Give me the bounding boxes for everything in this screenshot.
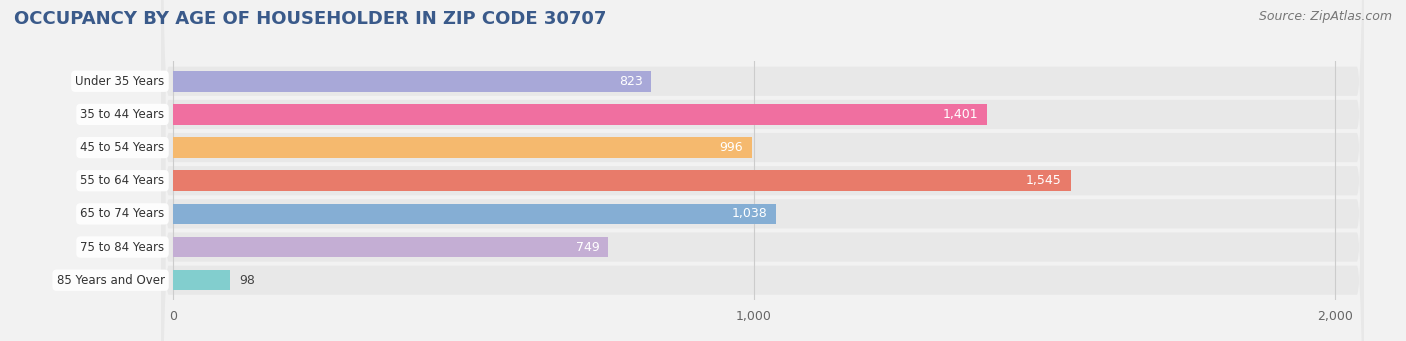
Bar <box>173 137 752 158</box>
Text: 823: 823 <box>619 75 643 88</box>
Text: 55 to 64 Years: 55 to 64 Years <box>80 174 165 187</box>
Bar <box>173 237 609 257</box>
Bar <box>173 71 651 91</box>
Text: Under 35 Years: Under 35 Years <box>76 75 165 88</box>
Text: OCCUPANCY BY AGE OF HOUSEHOLDER IN ZIP CODE 30707: OCCUPANCY BY AGE OF HOUSEHOLDER IN ZIP C… <box>14 10 606 28</box>
Text: 996: 996 <box>720 141 742 154</box>
FancyBboxPatch shape <box>162 0 1364 341</box>
FancyBboxPatch shape <box>162 0 1364 341</box>
FancyBboxPatch shape <box>162 0 1364 341</box>
FancyBboxPatch shape <box>162 0 1364 341</box>
Text: 1,401: 1,401 <box>942 108 979 121</box>
Text: 85 Years and Over: 85 Years and Over <box>56 274 165 287</box>
Text: Source: ZipAtlas.com: Source: ZipAtlas.com <box>1258 10 1392 23</box>
Bar <box>173 204 776 224</box>
Text: 98: 98 <box>239 274 254 287</box>
Text: 1,545: 1,545 <box>1026 174 1062 187</box>
Text: 45 to 54 Years: 45 to 54 Years <box>80 141 165 154</box>
Text: 35 to 44 Years: 35 to 44 Years <box>80 108 165 121</box>
Bar <box>173 104 987 125</box>
Text: 75 to 84 Years: 75 to 84 Years <box>80 240 165 254</box>
Bar <box>173 270 231 291</box>
Text: 1,038: 1,038 <box>731 207 768 220</box>
Text: 749: 749 <box>576 240 599 254</box>
FancyBboxPatch shape <box>162 0 1364 341</box>
Bar <box>173 170 1070 191</box>
FancyBboxPatch shape <box>162 0 1364 341</box>
Text: 65 to 74 Years: 65 to 74 Years <box>80 207 165 220</box>
FancyBboxPatch shape <box>162 0 1364 341</box>
